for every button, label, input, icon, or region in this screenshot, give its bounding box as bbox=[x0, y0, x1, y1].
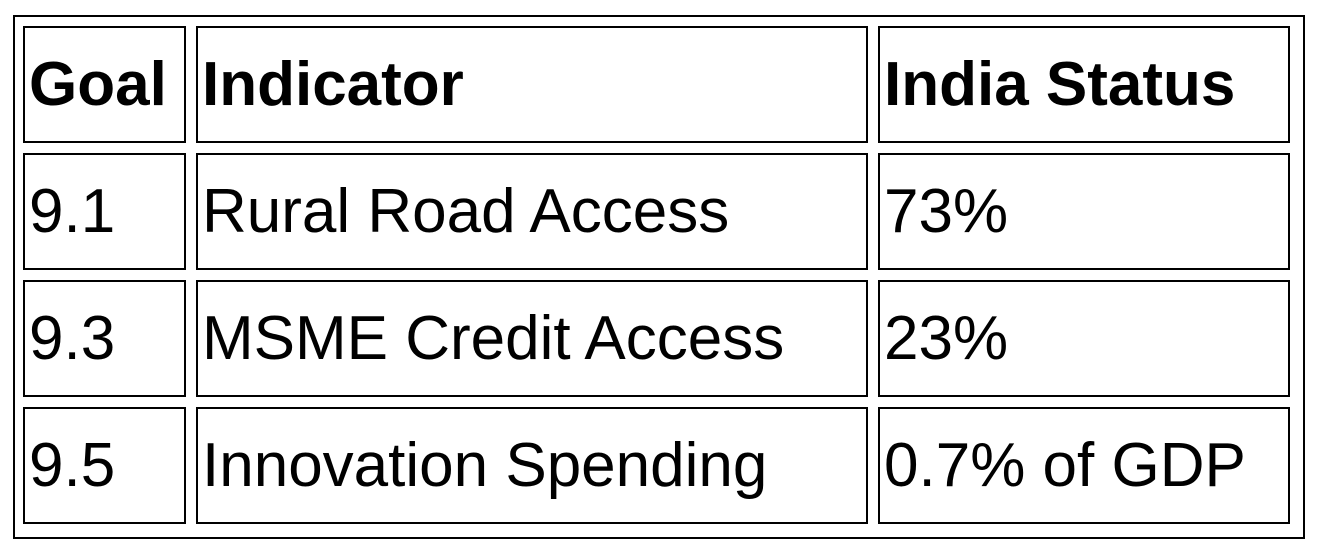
sdg-indicator-table: Goal Indicator India Status 9.1 Rural Ro… bbox=[13, 16, 1300, 534]
header-india-status: India Status bbox=[878, 26, 1290, 143]
cell-india-status: 0.7% of GDP bbox=[878, 407, 1290, 524]
cell-goal: 9.3 bbox=[23, 280, 186, 397]
sdg-table-frame: Goal Indicator India Status 9.1 Rural Ro… bbox=[13, 15, 1305, 539]
cell-india-status: 23% bbox=[878, 280, 1290, 397]
cell-goal: 9.5 bbox=[23, 407, 186, 524]
cell-india-status: 73% bbox=[878, 153, 1290, 270]
header-goal: Goal bbox=[23, 26, 186, 143]
cell-indicator: Rural Road Access bbox=[196, 153, 868, 270]
cell-indicator: MSME Credit Access bbox=[196, 280, 868, 397]
table-row: 9.1 Rural Road Access 73% bbox=[23, 153, 1290, 270]
header-indicator: Indicator bbox=[196, 26, 868, 143]
cell-goal: 9.1 bbox=[23, 153, 186, 270]
table-header-row: Goal Indicator India Status bbox=[23, 26, 1290, 143]
table-row: 9.3 MSME Credit Access 23% bbox=[23, 280, 1290, 397]
table-row: 9.5 Innovation Spending 0.7% of GDP bbox=[23, 407, 1290, 524]
cell-indicator: Innovation Spending bbox=[196, 407, 868, 524]
